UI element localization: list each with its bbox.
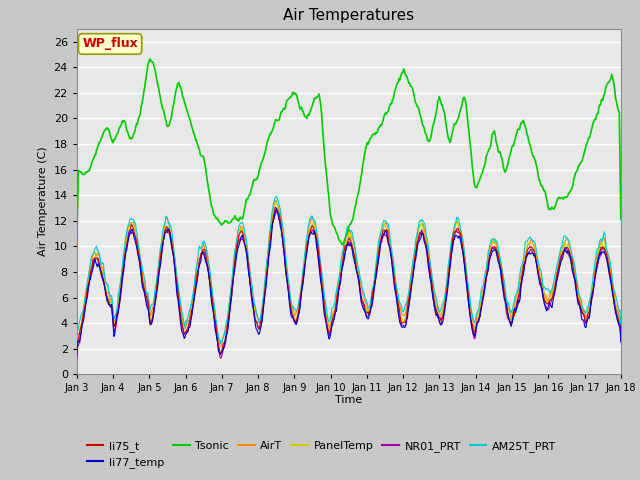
li77_temp: [139, 285, 147, 291]
NR01_PRT: [194, 271, 202, 276]
li75_t: [217, 352, 225, 358]
Line: AirT: AirT: [77, 200, 621, 348]
PanelTemp: [139, 275, 147, 281]
AirT: [431, 299, 439, 305]
Tsonic: [139, 97, 147, 103]
AirT: [194, 257, 202, 263]
AirT: [223, 324, 230, 330]
li77_temp: [83, 297, 90, 303]
Line: li75_t: li75_t: [77, 207, 621, 355]
PanelTemp: [217, 350, 225, 356]
li77_temp: [433, 313, 440, 319]
li75_t: [617, 338, 625, 344]
Tsonic: [147, 56, 154, 62]
Y-axis label: Air Temperature (C): Air Temperature (C): [38, 147, 48, 256]
li75_t: [73, 349, 81, 355]
Tsonic: [431, 114, 439, 120]
li75_t: [223, 321, 231, 327]
NR01_PRT: [217, 355, 225, 361]
AM25T_PRT: [194, 254, 202, 260]
AM25T_PRT: [73, 342, 81, 348]
AM25T_PRT: [416, 218, 424, 224]
PanelTemp: [433, 300, 440, 306]
AM25T_PRT: [83, 284, 90, 289]
Tsonic: [223, 218, 231, 224]
AM25T_PRT: [139, 267, 147, 273]
NR01_PRT: [73, 355, 81, 361]
AirT: [73, 345, 81, 351]
PanelTemp: [617, 337, 625, 343]
li75_t: [83, 291, 90, 297]
Line: li77_temp: li77_temp: [77, 208, 621, 354]
PanelTemp: [194, 264, 202, 269]
Text: WP_flux: WP_flux: [82, 37, 138, 50]
PanelTemp: [417, 222, 424, 228]
AM25T_PRT: [431, 292, 439, 298]
AM25T_PRT: [223, 317, 230, 323]
AirT: [83, 285, 90, 291]
NR01_PRT: [617, 337, 625, 343]
li77_temp: [417, 236, 424, 241]
AirT: [139, 272, 147, 277]
li75_t: [271, 204, 279, 210]
PanelTemp: [73, 348, 81, 353]
NR01_PRT: [417, 229, 424, 235]
Line: AM25T_PRT: AM25T_PRT: [77, 196, 621, 345]
li77_temp: [73, 351, 81, 357]
NR01_PRT: [273, 208, 280, 214]
NR01_PRT: [139, 280, 147, 286]
PanelTemp: [83, 290, 90, 296]
li77_temp: [223, 329, 231, 335]
li75_t: [417, 229, 424, 235]
Line: Tsonic: Tsonic: [77, 59, 621, 246]
Tsonic: [617, 216, 625, 222]
NR01_PRT: [433, 306, 440, 312]
AM25T_PRT: [273, 193, 280, 199]
PanelTemp: [273, 200, 280, 206]
AirT: [617, 334, 625, 340]
AirT: [271, 197, 279, 203]
li77_temp: [216, 351, 223, 357]
Line: NR01_PRT: NR01_PRT: [77, 211, 621, 358]
AirT: [416, 223, 424, 229]
Tsonic: [195, 145, 202, 151]
AM25T_PRT: [617, 328, 625, 334]
Line: PanelTemp: PanelTemp: [77, 203, 621, 353]
li75_t: [139, 279, 147, 285]
NR01_PRT: [223, 329, 231, 335]
PanelTemp: [223, 323, 231, 329]
X-axis label: Time: Time: [335, 395, 362, 405]
Legend: li75_t, li77_temp, Tsonic, AirT, PanelTemp, NR01_PRT, AM25T_PRT: li75_t, li77_temp, Tsonic, AirT, PanelTe…: [83, 436, 561, 472]
li77_temp: [617, 339, 625, 345]
Tsonic: [416, 110, 424, 116]
li77_temp: [273, 205, 280, 211]
Tsonic: [83, 169, 90, 175]
NR01_PRT: [83, 295, 90, 301]
Tsonic: [73, 243, 81, 249]
Title: Air Temperatures: Air Temperatures: [284, 9, 414, 24]
li75_t: [194, 268, 202, 274]
li75_t: [433, 308, 440, 314]
li77_temp: [194, 273, 202, 279]
